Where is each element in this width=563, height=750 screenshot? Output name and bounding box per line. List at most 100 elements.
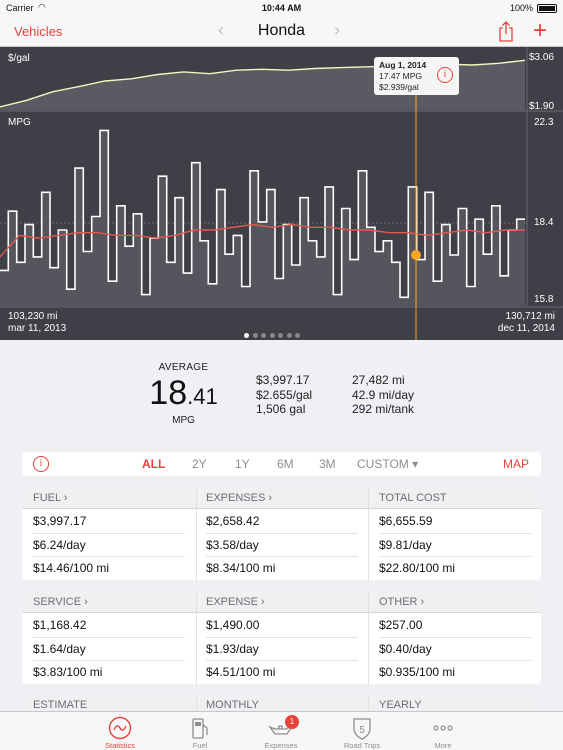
- mpg-series-line: [0, 129, 525, 299]
- svg-text:5: 5: [359, 725, 365, 736]
- row-divider: [33, 533, 185, 534]
- other-header-link[interactable]: OTHER ›: [379, 596, 425, 608]
- average-unit: MPG: [172, 415, 195, 426]
- stat-avg-price: $2.655/gal: [256, 387, 313, 402]
- page-dot[interactable]: [269, 333, 275, 338]
- tab-expenses-label: Expenses: [264, 741, 298, 750]
- expenses-total: $2,658.42: [206, 514, 260, 528]
- total-cost-total: $6,655.59: [379, 514, 433, 528]
- selected-point-marker[interactable]: [411, 250, 421, 260]
- mpg-min-tick: 15.8: [534, 294, 554, 305]
- average-summary: AVERAGE 18.41 MPG: [146, 362, 221, 426]
- statistics-icon: [108, 716, 132, 740]
- page-dot[interactable]: [244, 333, 249, 338]
- row-divider: [379, 660, 531, 661]
- map-button[interactable]: MAP: [502, 457, 529, 471]
- chart-svg[interactable]: [0, 47, 563, 340]
- expenses-badge: 1: [285, 715, 299, 729]
- total-cost-per-100mi: $22.80/100 mi: [379, 561, 456, 575]
- vehicles-back-button[interactable]: Vehicles: [14, 24, 63, 39]
- tab-bar: Statistics Fuel 1 Expenses 5 Road Trips …: [0, 711, 563, 750]
- cost-summary-table: FUEL › EXPENSES › TOTAL COST $3,997.17 $…: [22, 487, 541, 580]
- service-header-link[interactable]: SERVICE ›: [33, 596, 88, 608]
- period-all[interactable]: ALL: [142, 457, 166, 471]
- stat-distance-per-tank: 292 mi/tank: [352, 402, 415, 416]
- share-icon[interactable]: [498, 21, 514, 48]
- stat-distance-per-day: 42.9 mi/day: [352, 387, 415, 402]
- page-dot[interactable]: [286, 333, 292, 338]
- battery-icon: [537, 4, 557, 13]
- average-value: 18.41: [146, 375, 221, 415]
- wifi-icon: ◠: [38, 2, 46, 12]
- expense-total: $1,490.00: [206, 618, 260, 632]
- more-icon: [433, 725, 453, 731]
- table-header: [22, 487, 541, 509]
- tooltip-info-icon[interactable]: i: [437, 67, 453, 83]
- tab-road-trips[interactable]: 5 Road Trips: [322, 712, 402, 750]
- next-vehicle-chevron-icon[interactable]: ›: [334, 20, 340, 40]
- period-3m[interactable]: 3M: [319, 457, 336, 471]
- other-per-100mi: $0.935/100 mi: [379, 665, 456, 679]
- tab-fuel[interactable]: Fuel: [160, 712, 240, 750]
- price-min-tick: $1.90: [529, 101, 555, 112]
- battery-percent: 100%: [509, 3, 533, 13]
- tooltip-date: Aug 1, 2014: [379, 60, 427, 70]
- column-divider: [368, 591, 369, 684]
- column-divider: [196, 487, 197, 580]
- stats-left-column: $3,997.17 $2.655/gal 1,506 gal: [256, 373, 312, 417]
- row-divider: [33, 637, 185, 638]
- clock: 10:44 AM: [261, 3, 302, 13]
- start-odometer: 103,230 mi: [8, 311, 58, 322]
- total-cost-per-day: $9.81/day: [379, 538, 432, 552]
- row-divider: [379, 556, 531, 557]
- page-dot[interactable]: [252, 333, 258, 338]
- price-axis-label: $/gal: [8, 53, 30, 64]
- period-custom[interactable]: CUSTOM ▾: [357, 457, 419, 471]
- page-dot[interactable]: [278, 333, 283, 338]
- info-icon[interactable]: i: [33, 456, 49, 472]
- monthly-header: MONTHLY: [206, 699, 259, 711]
- expenses-header-link[interactable]: EXPENSES ›: [206, 492, 273, 504]
- price-max-tick: $3.06: [529, 52, 555, 63]
- stat-total-distance: 27,482 mi: [352, 373, 405, 387]
- service-per-day: $1.64/day: [33, 642, 86, 656]
- tab-statistics[interactable]: Statistics: [80, 712, 160, 750]
- mpg-max-tick: 22.3: [534, 117, 554, 128]
- road-sign-icon: 5: [353, 718, 371, 740]
- mpg-mid-tick: 18.4: [534, 217, 554, 228]
- end-date: dec 11, 2014: [497, 323, 555, 334]
- chart-area[interactable]: $/gal $3.06 $1.90 MPG 22.3 18.4 15.8 103…: [0, 47, 563, 340]
- mpg-trend-line: [0, 223, 525, 258]
- mpg-area: [0, 130, 525, 307]
- row-divider: [379, 637, 531, 638]
- page-indicator[interactable]: [244, 325, 304, 343]
- row-divider: [33, 660, 185, 661]
- fuel-header-link[interactable]: FUEL ›: [33, 492, 68, 504]
- row-divider: [206, 556, 358, 557]
- tab-expenses[interactable]: 1 Expenses: [241, 712, 321, 750]
- expense-header-link[interactable]: EXPENSE ›: [206, 596, 265, 608]
- data-point-tooltip[interactable]: Aug 1, 2014 17.47 MPG $2.939/gal i: [374, 57, 459, 95]
- add-icon[interactable]: +: [533, 17, 548, 44]
- previous-vehicle-chevron-icon[interactable]: ‹: [218, 20, 224, 40]
- row-divider: [206, 533, 358, 534]
- page-dot[interactable]: [295, 333, 300, 338]
- period-2y[interactable]: 2Y: [192, 457, 207, 471]
- mpg-axis-label: MPG: [8, 117, 31, 128]
- tab-statistics-label: Statistics: [104, 741, 135, 750]
- period-selector: i ALL 2Y 1Y 6M 3M CUSTOM ▾ MAP: [22, 452, 541, 476]
- tab-more-label: More: [434, 741, 452, 750]
- tab-more[interactable]: More: [403, 712, 483, 750]
- navigation-bar: Vehicles ‹ Honda › +: [0, 16, 563, 47]
- column-divider: [196, 694, 197, 716]
- row-divider: [379, 533, 531, 534]
- fuel-per-100mi: $14.46/100 mi: [33, 561, 110, 575]
- period-6m[interactable]: 6M: [277, 457, 294, 471]
- page-dot[interactable]: [261, 333, 266, 338]
- tooltip-mpg: 17.47 MPG: [379, 71, 422, 81]
- fuel-per-day: $6.24/day: [33, 538, 86, 552]
- stat-total-gallons: 1,506 gal: [256, 402, 306, 416]
- period-1y[interactable]: 1Y: [235, 457, 250, 471]
- row-divider: [206, 637, 358, 638]
- estimate-header: ESTIMATE: [33, 699, 88, 711]
